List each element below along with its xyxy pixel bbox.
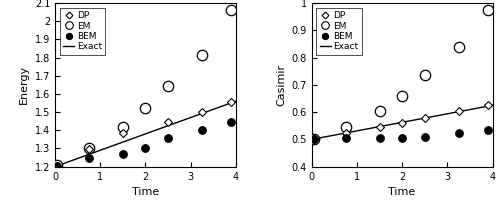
Legend: DP, EM, BEM, Exact: DP, EM, BEM, Exact	[60, 7, 106, 55]
Y-axis label: Casimir: Casimir	[276, 64, 286, 106]
X-axis label: Time: Time	[132, 187, 159, 197]
X-axis label: Time: Time	[388, 187, 415, 197]
Legend: DP, EM, BEM, Exact: DP, EM, BEM, Exact	[316, 7, 362, 55]
Y-axis label: Energy: Energy	[19, 65, 29, 104]
